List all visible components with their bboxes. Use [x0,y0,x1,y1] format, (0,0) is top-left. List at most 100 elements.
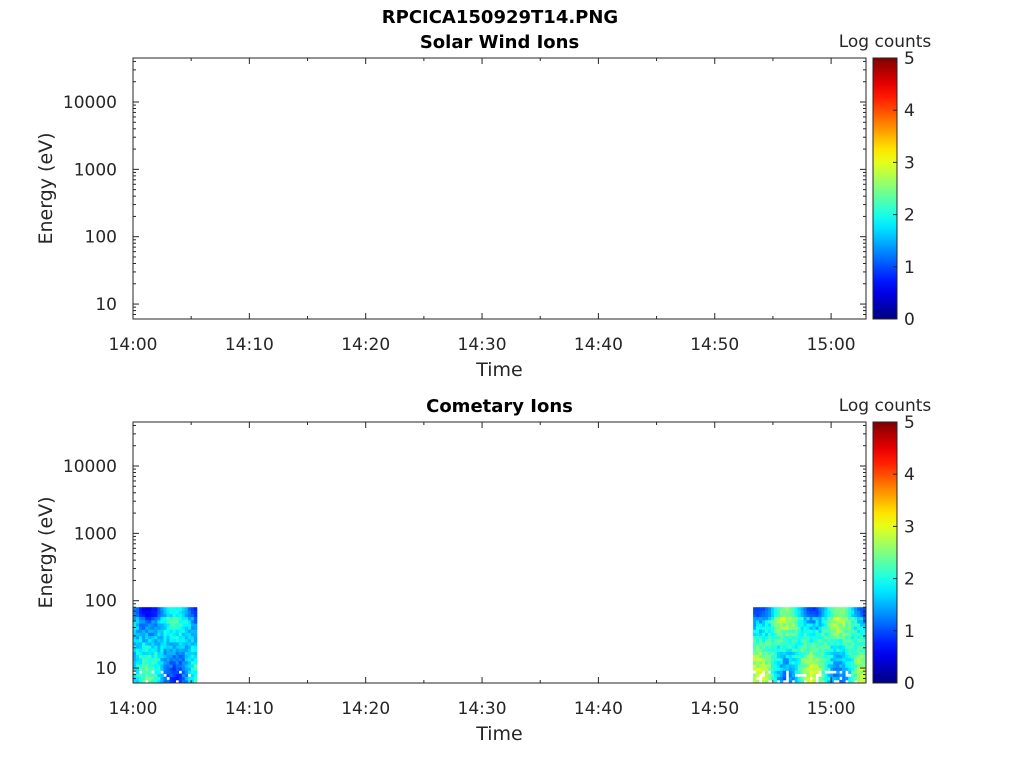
heatmap-cell [160,642,164,646]
heatmap-cell [857,632,861,637]
heatmap-cell [133,635,137,640]
heatmap-cell [848,679,852,684]
y-tick-label: 10000 [63,457,117,477]
heatmap-cell [827,629,831,633]
heatmap-cell [148,670,152,674]
heatmap-data [133,607,867,684]
heatmap-cell [803,629,807,633]
heatmap-cell [812,679,816,684]
heatmap-cell [193,648,198,652]
heatmap-cell [788,613,793,618]
heatmap-cell [157,654,161,659]
heatmap-cell [148,667,152,671]
heatmap-cell [190,679,195,684]
heatmap-cell [788,654,793,659]
heatmap-cell [776,616,781,621]
heatmap-cell [166,645,170,649]
heatmap-cell [794,635,799,640]
heatmap-cell [794,619,799,624]
heatmap-cell [833,660,837,665]
heatmap-cell [136,676,140,681]
heatmap-cell [190,667,195,671]
heatmap-cell [839,657,843,662]
heatmap-cell [827,613,831,618]
heatmap-cell [756,645,760,649]
heatmap-cell [181,613,186,618]
heatmap-cell [791,642,796,646]
heatmap-cell [791,667,796,671]
heatmap-cell [169,679,173,684]
heatmap-cell [172,616,176,621]
heatmap-cell [133,619,137,624]
heatmap-cell [860,638,864,643]
heatmap-cell [833,632,837,637]
heatmap-cell [815,657,819,662]
heatmap-cell [845,626,849,630]
heatmap-cell [154,632,158,637]
heatmap-cell [863,629,867,633]
heatmap-cell [815,613,819,618]
heatmap-cell [157,626,161,630]
heatmap-cell [797,629,802,633]
colorbar-tick-label: 3 [904,517,915,537]
heatmap-cell [773,679,778,684]
heatmap-cell [759,667,763,671]
heatmap-cell [815,660,819,665]
heatmap-cell [184,610,189,614]
heatmap-cell [845,629,849,633]
heatmap-cell [768,610,772,614]
heatmap-cell [788,610,793,614]
heatmap-cell [851,626,855,630]
heatmap-cell [187,610,192,614]
heatmap-cell [762,642,766,646]
heatmap-cell [776,651,781,655]
heatmap-cell [765,673,769,678]
heatmap-cell [809,635,813,640]
heatmap-cell [178,657,183,662]
heatmap-cell [833,613,837,618]
heatmap-cell [172,642,176,646]
heatmap-cell [753,664,757,668]
heatmap-cell [800,613,805,618]
heatmap-cell [768,648,772,652]
heatmap-cell [809,645,813,649]
heatmap-cell [163,679,167,684]
heatmap-cell [824,619,828,624]
heatmap-cell [851,664,855,668]
heatmap-cell [145,654,149,659]
x-tick-label: 14:40 [574,699,623,719]
heatmap-cell [791,613,796,618]
heatmap-cell [788,619,793,624]
heatmap-cell [187,613,192,618]
heatmap-cell [765,642,769,646]
heatmap-cell [791,629,796,633]
heatmap-cell [753,632,757,637]
heatmap-cell [815,619,819,624]
heatmap-cell [765,654,769,659]
heatmap-cell [857,607,861,611]
heatmap-cell [169,623,173,627]
heatmap-cell [193,654,198,659]
heatmap-cell [151,673,155,678]
heatmap-cell [797,648,802,652]
heatmap-cell [827,673,831,678]
heatmap-cell [827,664,831,668]
heatmap-cell [791,607,796,611]
heatmap-cell [175,657,180,662]
heatmap-cell [794,607,799,611]
heatmap-cell [773,676,778,681]
heatmap-cell [842,642,846,646]
heatmap-cell [139,632,143,637]
heatmap-cell [851,610,855,614]
heatmap-cell [857,673,861,678]
heatmap-cell [860,616,864,621]
heatmap-cell [172,632,176,637]
heatmap-cell [842,626,846,630]
heatmap-cell [812,635,816,640]
heatmap-cell [765,664,769,668]
heatmap-cell [821,638,825,643]
heatmap-cell [765,610,769,614]
heatmap-cell [848,638,852,643]
heatmap-cell [172,651,176,655]
heatmap-cell [172,673,176,678]
